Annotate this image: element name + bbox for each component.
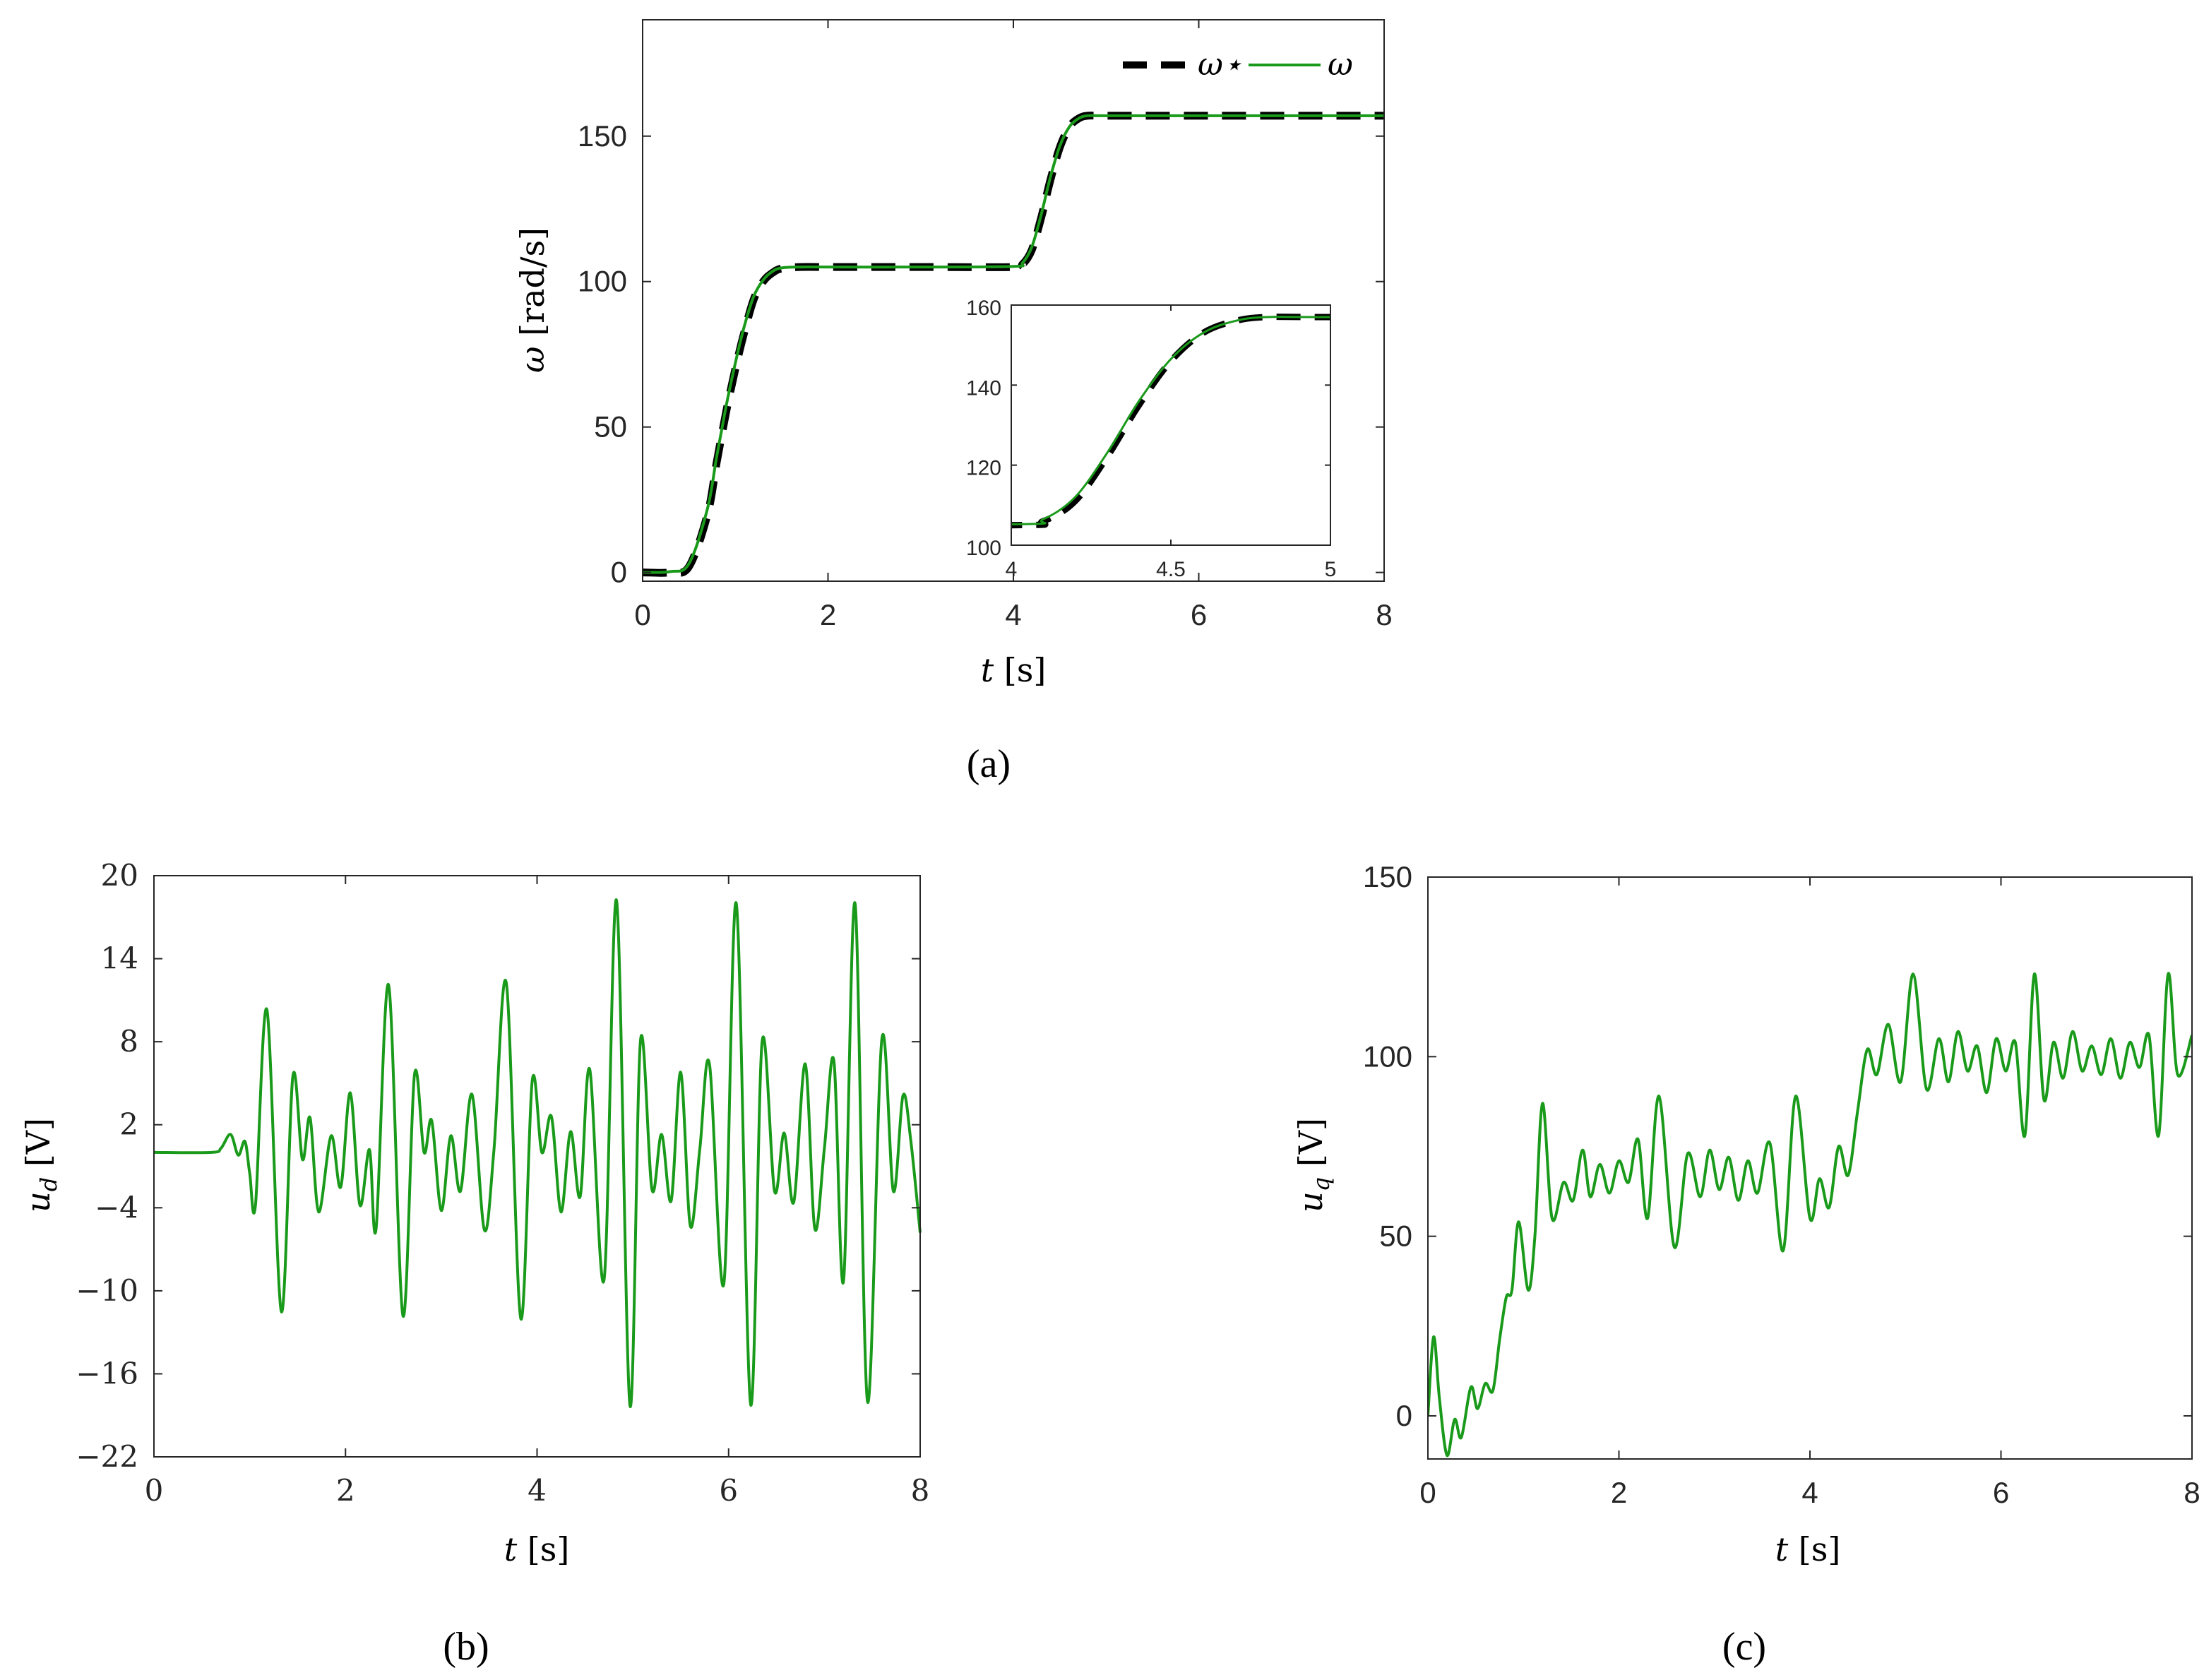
inset-series-omega-line (1011, 316, 1330, 526)
plot-c-ylabel: uq [V] (1292, 1118, 1335, 1213)
plot-b-ytick-label: −10 (76, 1273, 138, 1308)
plot-a-xtick-label: 8 (1376, 598, 1392, 631)
plot-b-xtick-label: 6 (719, 1473, 738, 1508)
plot-a-xtick-label: 6 (1191, 598, 1207, 631)
plot-b-xtick-label: 8 (911, 1473, 930, 1508)
plot-c-xtick-label: 8 (2184, 1476, 2200, 1509)
plot-b-xtick-label: 4 (528, 1473, 547, 1508)
inset-xtick-label: 4.5 (1156, 558, 1186, 581)
plot-c-ytick-label: 50 (1379, 1220, 1412, 1253)
plot-a-ylabel: ω [rad/s] (513, 227, 552, 373)
caption-c: (c) (1722, 1625, 1766, 1669)
panel-b: 0 2 4 6 8 20 14 8 2 −4 −10 −16 −22 t [s] ud [V] (b) (19, 858, 929, 1669)
plot-c-axes-box (1427, 876, 2193, 1460)
inset-ytick-label: 160 (966, 297, 1001, 320)
inset-ticks: 4 4.5 5 100 120 140 160 (966, 297, 1336, 581)
inset-xtick-label: 5 (1325, 558, 1337, 581)
plot-a-legend: ω⋆ ω (1123, 47, 1353, 83)
plot-a-xtick-label: 4 (1005, 598, 1021, 631)
plot-a-series (642, 112, 1384, 577)
plot-a-xtick-label: 2 (820, 598, 836, 631)
plot-b-ytick-label: −4 (95, 1190, 138, 1225)
plot-c-series (1428, 972, 2192, 1457)
inset-xtick-label: 4 (1006, 558, 1018, 581)
plot-b-ytick-label: 2 (119, 1107, 138, 1142)
plot-a-xtick-label: 0 (634, 598, 650, 631)
plot-a-ytick-label: 0 (611, 556, 627, 589)
inset-ytick-label: 120 (966, 457, 1001, 480)
plot-b-ticks: 0 2 4 6 8 20 14 8 2 −4 −10 −16 −22 (76, 858, 929, 1508)
plot-a-inset: 4 4.5 5 100 120 140 160 (966, 297, 1336, 581)
series-ud-line (153, 898, 922, 1408)
plot-b-xlabel: t [s] (504, 1530, 570, 1568)
plot-c-xtick-label: 0 (1419, 1476, 1436, 1509)
plot-c-ytick-label: 150 (1363, 860, 1412, 893)
plot-a-xlabel: t [s] (981, 651, 1047, 689)
plot-c-xtick-label: 4 (1801, 1476, 1818, 1509)
inset-ytick-label: 140 (966, 376, 1001, 400)
plot-c-xlabel: t [s] (1775, 1530, 1841, 1568)
plot-b-ytick-label: 8 (119, 1024, 138, 1059)
series-uq-line (1428, 972, 2192, 1457)
plot-b-ylabel: ud [V] (19, 1118, 62, 1213)
plot-b-ytick-label: −16 (76, 1356, 138, 1390)
plot-a-ytick-label: 150 (578, 119, 627, 153)
panel-a: 0 2 4 6 8 0 50 100 150 ω⋆ ω 4 4.5 5 100 120 140 160 t … (513, 19, 1393, 786)
series-omega-line (642, 114, 1384, 574)
plot-c-ytick-label: 100 (1363, 1039, 1412, 1073)
legend-label-omega-star: ω⋆ (1198, 47, 1242, 83)
plot-b-ytick-label: 20 (101, 858, 138, 893)
plot-a-ticks: 0 2 4 6 8 0 50 100 150 (578, 20, 1393, 631)
plot-a-ytick-label: 50 (594, 410, 627, 443)
caption-a: (a) (967, 742, 1011, 786)
plot-c-ytick-label: 0 (1396, 1399, 1412, 1432)
plot-a-ytick-label: 100 (578, 265, 627, 298)
panel-c: 0 2 4 6 8 0 50 100 150 t [s] uq [V] (c) (1292, 860, 2200, 1669)
plot-b-xtick-label: 0 (145, 1473, 164, 1508)
inset-series (1011, 314, 1330, 529)
inset-ytick-label: 100 (966, 537, 1001, 560)
plot-b-xtick-label: 2 (336, 1473, 355, 1508)
inset-background (1011, 305, 1330, 545)
plot-b-ytick-label: −22 (76, 1439, 138, 1474)
plot-b-ytick-label: 14 (101, 941, 138, 976)
plot-c-ticks: 0 2 4 6 8 0 50 100 150 (1363, 860, 2200, 1509)
plot-b-series (153, 898, 922, 1408)
plot-c-xtick-label: 6 (1993, 1476, 2009, 1509)
caption-b: (b) (443, 1625, 489, 1669)
legend-label-omega: ω (1328, 47, 1353, 83)
plot-c-xtick-label: 2 (1611, 1476, 1627, 1509)
plot-b-axes-box (153, 875, 921, 1458)
